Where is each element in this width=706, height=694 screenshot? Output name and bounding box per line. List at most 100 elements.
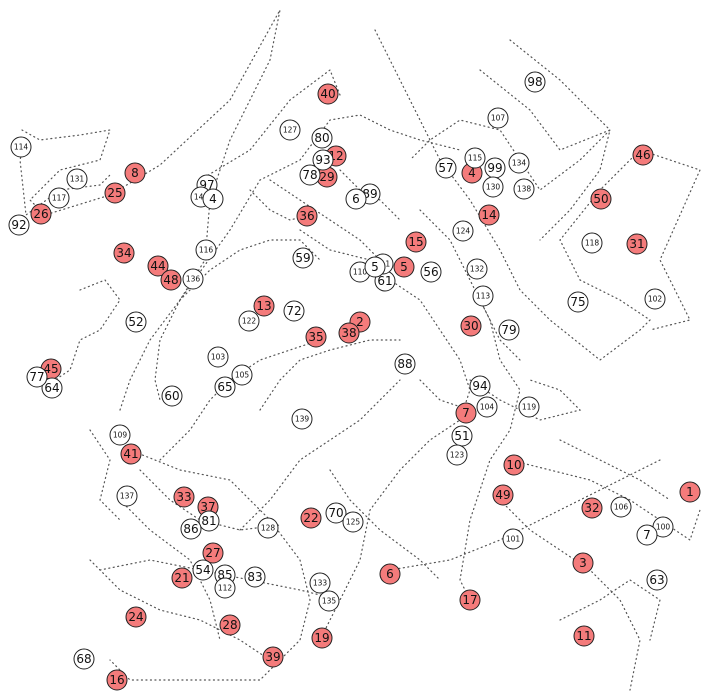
node-38: 38 [338,322,360,344]
node-circle [124,162,146,184]
node-circle [644,288,666,310]
node-circle [299,164,321,186]
node-circle [581,497,603,519]
node-139: 139 [291,408,313,430]
node-24: 24 [125,606,147,628]
node-label: 103 [211,353,226,362]
node-circle [405,231,427,253]
node-10: 10 [503,454,525,476]
node-circle [342,511,364,533]
node-label: 34 [116,246,131,260]
route-segment-26 [269,179,381,261]
node-101: 101 [502,528,524,550]
node-circle [296,205,318,227]
node-circle [518,396,540,418]
node-60: 60 [161,385,183,407]
node-label: 106 [614,503,629,512]
node-52: 52 [125,311,147,333]
node-label: 8 [131,166,139,180]
node-28: 28 [219,614,241,636]
node-circle [626,233,648,255]
node-circle [420,261,442,283]
node-circle [446,444,468,466]
node-circle [231,364,253,386]
node-label: 77 [29,370,44,384]
node-label: 16 [109,673,124,687]
node-99: 99 [484,157,506,179]
node-label: 49 [495,488,510,502]
node-5: 5 [364,256,386,278]
node-35: 35 [305,326,327,348]
node-circle [492,484,514,506]
node-circle [581,232,603,254]
node-label: 22 [303,511,318,525]
node-label: 115 [468,154,483,163]
node-circle [109,424,131,446]
node-label: 4 [468,166,476,180]
node-label: 138 [517,185,532,194]
node-circle [73,648,95,670]
node-label: 44 [150,259,165,273]
node-6: 6 [379,563,401,585]
route-segment-16 [259,339,401,411]
node-label: 116 [199,246,214,255]
node-label: 113 [476,292,491,301]
node-49: 49 [492,484,514,506]
node-label: 63 [649,573,664,587]
node-circle [171,567,193,589]
node-circle [120,443,142,465]
node-label: 19 [314,631,329,645]
node-label: 45 [43,362,58,376]
node-circle [125,606,147,628]
node-label: 88 [397,357,412,371]
node-label: 78 [302,168,317,182]
node-circle [283,300,305,322]
node-circle [317,83,339,105]
node-circle [464,147,486,169]
node-label: 30 [463,319,478,333]
node-label: 119 [522,403,537,412]
node-34: 34 [113,242,135,264]
node-circle [466,258,488,280]
node-107: 107 [487,107,509,129]
node-123: 123 [446,444,468,466]
node-33: 33 [173,486,195,508]
node-22: 22 [300,507,322,529]
node-label: 100 [656,523,671,532]
node-label: 123 [450,451,465,460]
node-label: 122 [242,317,257,326]
node-label: 137 [120,492,135,501]
route-segment-5 [374,29,701,361]
node-circle [160,269,182,291]
node-8: 8 [124,162,146,184]
node-135: 135 [318,590,340,612]
node-109: 109 [109,424,131,446]
node-circle [192,559,214,581]
route-segment-2 [29,279,121,381]
node-label: 36 [299,209,314,223]
node-57: 57 [435,157,457,179]
node-113: 113 [472,285,494,307]
route-segment-12 [89,559,271,661]
node-circle [238,310,260,332]
node-circle [106,669,128,691]
node-label: 127 [283,126,298,135]
node-label: 128 [261,524,276,533]
node-circle [219,614,241,636]
node-72: 72 [283,300,305,322]
node-36: 36 [296,205,318,227]
node-label: 54 [195,563,210,577]
node-label: 124 [456,227,471,236]
route-segment-0 [21,9,281,401]
node-114: 114 [10,136,32,158]
node-label: 7 [643,528,651,542]
node-19: 19 [311,627,333,649]
node-11: 11 [573,625,595,647]
node-circle [202,542,224,564]
node-94: 94 [469,375,491,397]
node-label: 4 [209,192,217,206]
node-circle [590,188,612,210]
node-116: 116 [195,239,217,261]
node-circle [309,572,331,594]
node-103: 103 [207,346,229,368]
